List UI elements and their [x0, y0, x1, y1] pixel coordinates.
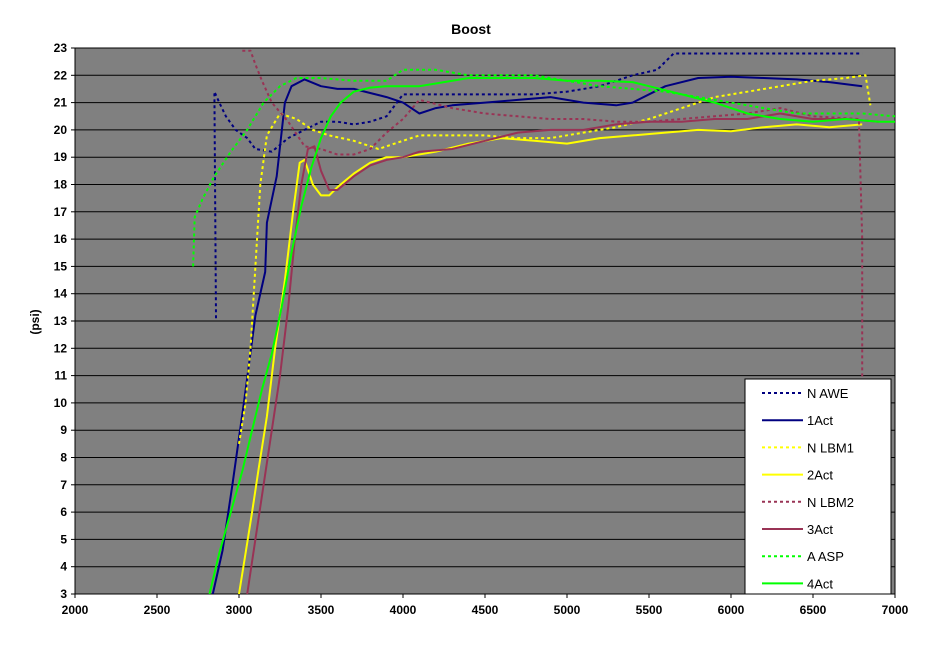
x-tick-label: 6000 — [718, 603, 745, 617]
legend-label-2act: 2Act — [807, 468, 833, 483]
x-tick-label: 2000 — [62, 603, 89, 617]
legend-box — [744, 378, 892, 595]
y-tick-label: 20 — [54, 123, 68, 137]
series-line-n-awe — [213, 52, 863, 319]
legend-label-n-lbm2: N LBM2 — [807, 495, 854, 510]
x-tick-label: 4500 — [472, 603, 499, 617]
series-line-4act — [208, 77, 895, 594]
y-tick-label: 15 — [54, 259, 68, 273]
axes: 3 4 5 6 7 8 9 10 11 12 13 14 15 16 17 18 19 20 21 22 23 2000 2… — [54, 41, 909, 617]
y-tick-label: 21 — [54, 96, 68, 110]
y-tick-label: 23 — [54, 41, 68, 55]
y-tick-label: 8 — [60, 451, 67, 465]
legend-label-a-asp: A ASP — [807, 549, 844, 564]
y-tick-label: 5 — [60, 532, 67, 546]
y-tick-label: 19 — [54, 150, 68, 164]
x-tick-label: 3500 — [308, 603, 335, 617]
y-tick-label: 22 — [54, 68, 68, 82]
x-tick-label: 4000 — [390, 603, 417, 617]
series-line-n-lbm2 — [242, 49, 864, 382]
y-axis-label: (psi) — [28, 309, 42, 334]
x-tick-label: 2500 — [144, 603, 171, 617]
series-line-2act — [238, 123, 863, 594]
y-tick-label: 3 — [60, 587, 67, 601]
y-tick-label: 11 — [54, 369, 67, 383]
series-line-3act — [246, 112, 879, 594]
series-lines — [192, 49, 895, 594]
series-group — [192, 49, 895, 594]
series-line-n-lbm1 — [238, 74, 872, 445]
y-tick-label: 16 — [54, 232, 68, 246]
y-tick-label: 14 — [54, 287, 68, 301]
chart-title: Boost — [451, 21, 491, 37]
y-tick-label: 4 — [60, 560, 67, 574]
legend-label-4act: 4Act — [807, 576, 833, 591]
legend-label-1act: 1Act — [807, 413, 833, 428]
legend: N AWE 1Act N LBM1 2Act N LBM2 3Act A ASP 4Act — [744, 378, 892, 595]
x-tick-label: 3000 — [226, 603, 253, 617]
y-tick-label: 12 — [54, 341, 68, 355]
x-tick-label: 5000 — [554, 603, 581, 617]
x-tick-label: 5500 — [636, 603, 663, 617]
y-tick-label: 18 — [54, 178, 68, 192]
y-tick-label: 13 — [54, 314, 68, 328]
y-tick-label: 6 — [60, 505, 67, 519]
y-tick-label: 9 — [60, 423, 67, 437]
series-line-1act — [211, 75, 863, 594]
y-tick-label: 7 — [60, 478, 67, 492]
legend-label-n-lbm1: N LBM1 — [807, 440, 854, 455]
legend-label-n-awe: N AWE — [807, 386, 849, 401]
x-tick-label: 6500 — [800, 603, 827, 617]
y-tick-label: 10 — [54, 396, 68, 410]
legend-label-3act: 3Act — [807, 522, 833, 537]
series-line-a-asp — [192, 68, 895, 267]
x-tick-label: 7000 — [882, 603, 909, 617]
y-tick-label: 17 — [54, 205, 68, 219]
